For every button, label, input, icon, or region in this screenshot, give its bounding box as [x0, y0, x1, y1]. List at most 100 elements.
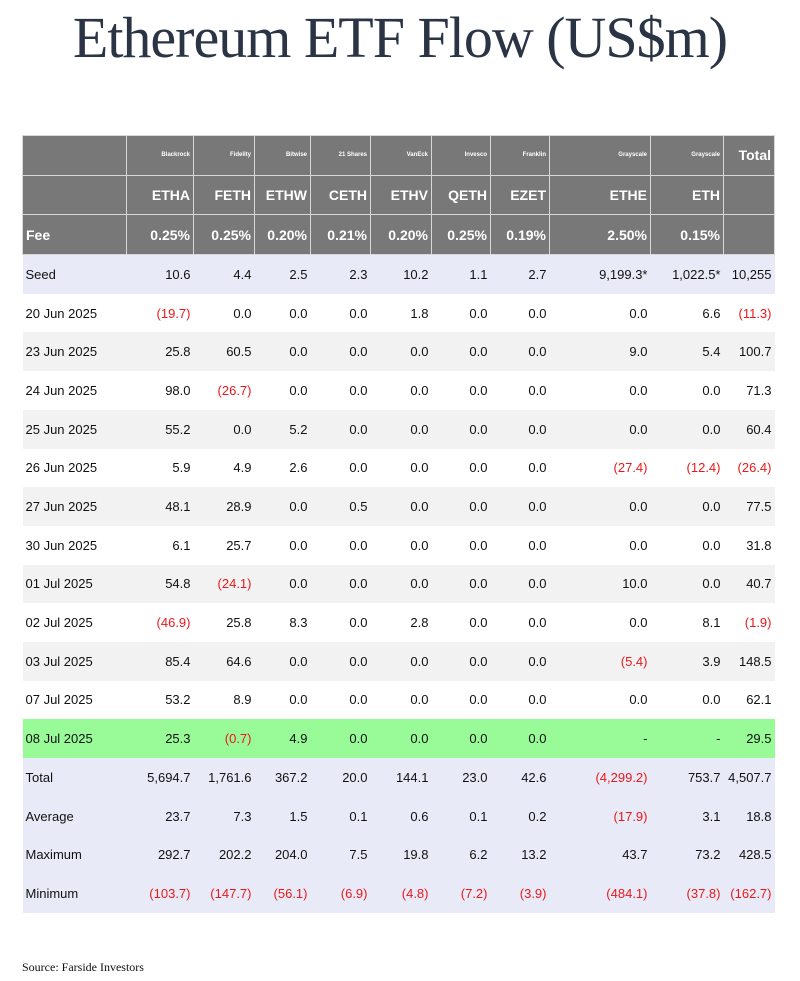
issuer-cell: Bitwise: [254, 135, 311, 176]
table-row: 07 Jul 2025 53.2 8.9 0.0 0.0 0.0 0.0 0.0 0.0 0.0 6…: [22, 680, 775, 720]
flow-cell: 1.5: [254, 796, 311, 836]
flow-cell: 1.1: [431, 254, 491, 294]
flow-cell: 0.0: [549, 409, 651, 449]
flow-cell: 3.1: [650, 796, 724, 836]
flow-cell: 0.0: [490, 641, 550, 681]
flow-cell: 0.0: [549, 525, 651, 565]
fee-cell: 2.50%: [549, 214, 651, 256]
issuer-header-row: Blackrock Fidelity Bitwise 21 Shares Van…: [22, 135, 775, 176]
flow-cell: 0.0: [254, 680, 311, 720]
issuer-cell: Invesco: [431, 135, 491, 176]
flow-cell: 28.9: [193, 487, 255, 526]
ticker-header-row: ETHA FETH ETHW CETH ETHV QETH EZET ETHE …: [22, 174, 775, 216]
flow-cell: 0.0: [310, 409, 371, 449]
flow-cell: 0.2: [490, 796, 550, 836]
flow-cell: 0.0: [193, 409, 255, 449]
flow-cell: 0.0: [431, 603, 491, 642]
row-label: 02 Jul 2025: [22, 603, 127, 642]
flow-cell: 53.2: [126, 680, 194, 720]
flow-cell: 0.1: [310, 796, 371, 836]
table-row: 26 Jun 2025 5.9 4.9 2.6 0.0 0.0 0.0 0.0 (27.4) (1…: [22, 448, 775, 488]
flow-cell: 0.0: [370, 719, 432, 758]
fee-cell: 0.20%: [254, 214, 311, 256]
flow-cell: 48.1: [126, 487, 194, 526]
ticker-cell: CETH: [310, 174, 371, 216]
page-title: Ethereum ETF Flow (US$m): [72, 5, 728, 70]
flow-cell: 98.0: [126, 371, 194, 410]
flow-cell: 0.0: [370, 371, 432, 410]
flow-cell: 5.2: [254, 409, 311, 449]
flow-cell: (4,299.2): [549, 758, 651, 797]
row-label: 03 Jul 2025: [22, 641, 127, 681]
flow-cell: 0.0: [490, 448, 550, 488]
flow-cell: (5.4): [549, 641, 651, 681]
row-label: Seed: [22, 254, 127, 294]
flow-cell: 6.6: [650, 293, 724, 333]
flow-cell: 0.0: [370, 332, 432, 372]
flow-cell: (46.9): [126, 603, 194, 642]
issuer-cell: Fidelity: [193, 135, 255, 176]
flow-cell: 0.0: [254, 371, 311, 410]
flow-cell: (7.2): [431, 874, 491, 913]
flow-cell: 0.0: [549, 603, 651, 642]
ticker-cell: ETH: [650, 174, 724, 216]
flow-cell: 0.0: [431, 371, 491, 410]
flow-cell: 8.1: [650, 603, 724, 642]
table-header: Blackrock Fidelity Bitwise 21 Shares Van…: [22, 135, 775, 256]
row-total-cell: 10,255: [723, 254, 775, 294]
source-note: Source: Farside Investors: [22, 960, 144, 974]
flow-cell: 0.0: [431, 332, 491, 372]
table-row: 24 Jun 2025 98.0 (26.7) 0.0 0.0 0.0 0.0 0.0 0.0 0…: [22, 371, 775, 410]
flow-cell: -: [650, 719, 724, 758]
flow-cell: 0.0: [310, 332, 371, 372]
flow-cell: 202.2: [193, 835, 255, 875]
flow-cell: 42.6: [490, 758, 550, 797]
fee-cell: 0.25%: [193, 214, 255, 256]
flow-cell: 0.0: [254, 332, 311, 372]
flow-cell: 0.0: [490, 525, 550, 565]
flow-cell: 0.1: [431, 796, 491, 836]
table-row: 27 Jun 2025 48.1 28.9 0.0 0.5 0.0 0.0 0.0 0.0 0.0…: [22, 487, 775, 526]
table-row: 03 Jul 2025 85.4 64.6 0.0 0.0 0.0 0.0 0.0 (5.4) 3…: [22, 641, 775, 681]
flow-cell: 0.0: [431, 409, 491, 449]
flow-cell: 10.6: [126, 254, 194, 294]
flow-cell: 0.0: [254, 641, 311, 681]
issuer-cell: VanEck: [370, 135, 432, 176]
row-label: 24 Jun 2025: [22, 371, 127, 410]
header-corner-cell: [22, 135, 127, 176]
flow-cell: 0.0: [310, 448, 371, 488]
flow-cell: 7.3: [193, 796, 255, 836]
fee-cell: 0.25%: [126, 214, 194, 256]
flow-cell: 2.7: [490, 254, 550, 294]
flow-cell: (56.1): [254, 874, 311, 913]
flow-cell: 23.7: [126, 796, 194, 836]
row-total-cell: 18.8: [723, 796, 775, 836]
row-total-cell: (162.7): [723, 874, 775, 913]
fee-cell: 0.19%: [490, 214, 550, 256]
flow-cell: 85.4: [126, 641, 194, 681]
header-blank-cell: [723, 174, 775, 216]
flow-cell: 73.2: [650, 835, 724, 875]
flow-cell: 0.5: [310, 487, 371, 526]
flow-cell: 54.8: [126, 564, 194, 604]
row-label: Maximum: [22, 835, 127, 875]
header-blank-cell: [723, 214, 775, 256]
table-row: 20 Jun 2025 (19.7) 0.0 0.0 0.0 1.8 0.0 0.0 0.0 6.…: [22, 293, 775, 333]
flow-cell: 0.0: [370, 641, 432, 681]
flow-cell: 0.0: [310, 719, 371, 758]
flow-cell: 0.0: [254, 293, 311, 333]
row-total-cell: 4,507.7: [723, 758, 775, 797]
flow-cell: 0.0: [431, 487, 491, 526]
ticker-cell: ETHA: [126, 174, 194, 216]
row-total-cell: (1.9): [723, 603, 775, 642]
flow-cell: 6.2: [431, 835, 491, 875]
fee-cell: 0.20%: [370, 214, 432, 256]
row-label: 08 Jul 2025: [22, 719, 127, 758]
flow-cell: (24.1): [193, 564, 255, 604]
ticker-cell: ETHV: [370, 174, 432, 216]
flow-cell: 0.0: [549, 371, 651, 410]
fee-cell: 0.25%: [431, 214, 491, 256]
flow-cell: 0.0: [310, 293, 371, 333]
flow-cell: 5,694.7: [126, 758, 194, 797]
flow-cell: 2.8: [370, 603, 432, 642]
